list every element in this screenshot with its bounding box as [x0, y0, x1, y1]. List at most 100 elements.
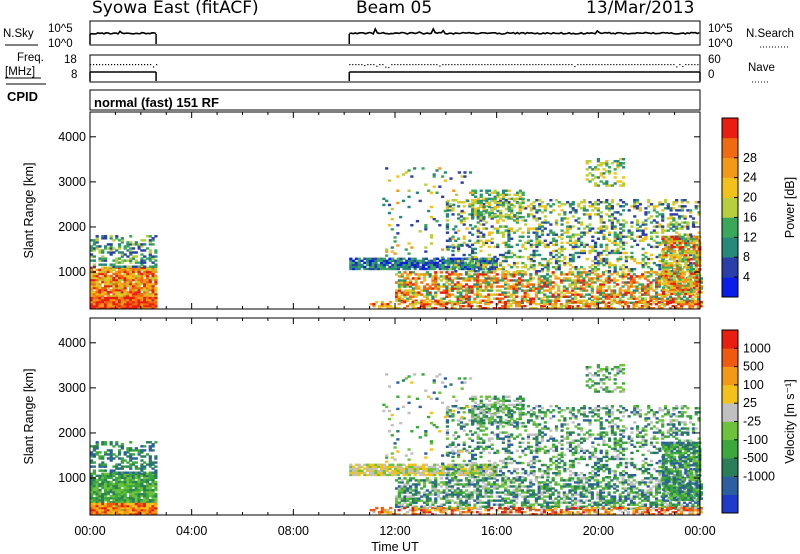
nave-label: Nave	[748, 62, 775, 74]
power-cell	[594, 241, 598, 245]
power-cell	[523, 289, 527, 292]
velocity-cell	[447, 465, 451, 469]
power-cell	[509, 285, 513, 288]
power-cell	[624, 289, 628, 292]
power-cell	[504, 213, 508, 216]
power-cell	[548, 291, 552, 294]
power-cell	[518, 205, 522, 209]
power-cell	[657, 273, 662, 276]
power-cell	[571, 271, 575, 274]
velocity-cell	[115, 498, 119, 502]
velocity-cell	[115, 484, 119, 488]
power-cell	[445, 295, 449, 298]
power-cell	[579, 275, 583, 278]
power-cell	[521, 215, 525, 219]
power-cell	[670, 243, 674, 247]
power-cell	[661, 237, 666, 241]
velocity-cell	[101, 476, 105, 480]
power-cell	[549, 199, 553, 202]
power-cell	[644, 223, 648, 226]
power-cell	[518, 211, 522, 215]
power-cell	[145, 300, 150, 304]
power-cell	[457, 261, 461, 265]
power-cell	[613, 239, 617, 243]
power-cell	[143, 295, 147, 298]
power-cell	[615, 273, 620, 276]
power-cell	[658, 265, 662, 269]
power-cell	[507, 249, 511, 253]
velocity-cell	[388, 473, 392, 477]
power-cell	[577, 245, 581, 249]
power-cell	[115, 265, 119, 268]
power-cell	[106, 276, 110, 280]
power-cell	[607, 301, 611, 304]
power-cell	[402, 257, 406, 261]
power-cell	[542, 304, 547, 308]
power-cell	[95, 239, 99, 242]
power-cell	[476, 265, 480, 269]
power-cell	[633, 259, 637, 263]
power-cell	[476, 235, 480, 238]
power-cell	[563, 263, 567, 267]
velocity-cell	[95, 441, 99, 444]
power-cell	[576, 273, 580, 276]
power-cell	[596, 199, 601, 202]
velocity-cell	[354, 467, 359, 471]
power-cell	[629, 291, 634, 294]
power-cell	[680, 267, 684, 271]
velocity-cell	[148, 459, 152, 462]
power-cell	[697, 201, 701, 204]
power-cell	[619, 255, 623, 259]
power-cell	[129, 302, 133, 306]
power-cell	[396, 189, 400, 192]
power-cell	[476, 270, 480, 273]
power-cell	[451, 265, 455, 269]
power-cell	[478, 295, 483, 298]
power-cell	[498, 261, 503, 265]
velocity-cell	[92, 455, 96, 458]
power-cell	[649, 302, 653, 306]
power-cell	[672, 235, 676, 238]
power-cell	[538, 199, 542, 202]
power-cell	[689, 268, 694, 271]
power-cell	[655, 205, 659, 208]
velocity-cell	[371, 471, 375, 475]
velocity-cell	[123, 471, 127, 474]
power-cell	[493, 191, 497, 194]
power-cell	[433, 261, 437, 265]
power-cell	[484, 241, 489, 245]
power-cell	[610, 249, 614, 253]
power-cell	[613, 231, 617, 234]
power-cell	[629, 285, 634, 288]
power-cell	[602, 237, 606, 240]
power-cell	[554, 223, 559, 226]
power-cell	[507, 205, 511, 209]
power-cell	[434, 273, 438, 276]
velocity-cell	[120, 461, 124, 464]
power-cell	[518, 287, 522, 290]
velocity-cell	[117, 471, 122, 474]
power-cell	[374, 267, 378, 271]
power-cell	[490, 267, 494, 271]
velocity-cell	[143, 492, 147, 496]
power-cell	[546, 261, 550, 265]
power-cell	[529, 253, 533, 257]
power-cell	[148, 255, 152, 258]
power-cell	[616, 166, 620, 169]
velocity-cell	[145, 501, 150, 504]
velocity-cell	[129, 490, 133, 494]
velocity-cell	[148, 465, 152, 468]
power-cell	[476, 201, 481, 205]
power-cell	[670, 286, 674, 289]
power-cell	[143, 292, 147, 296]
power-cell	[664, 239, 668, 243]
velocity-cell	[120, 480, 124, 484]
power-cell	[661, 209, 665, 212]
power-cell	[591, 245, 595, 249]
power-cell	[619, 233, 623, 236]
power-cell	[619, 265, 623, 269]
power-cell	[601, 300, 605, 304]
power-cell	[140, 276, 144, 280]
power-cell	[591, 249, 595, 253]
power-cell	[485, 197, 489, 201]
